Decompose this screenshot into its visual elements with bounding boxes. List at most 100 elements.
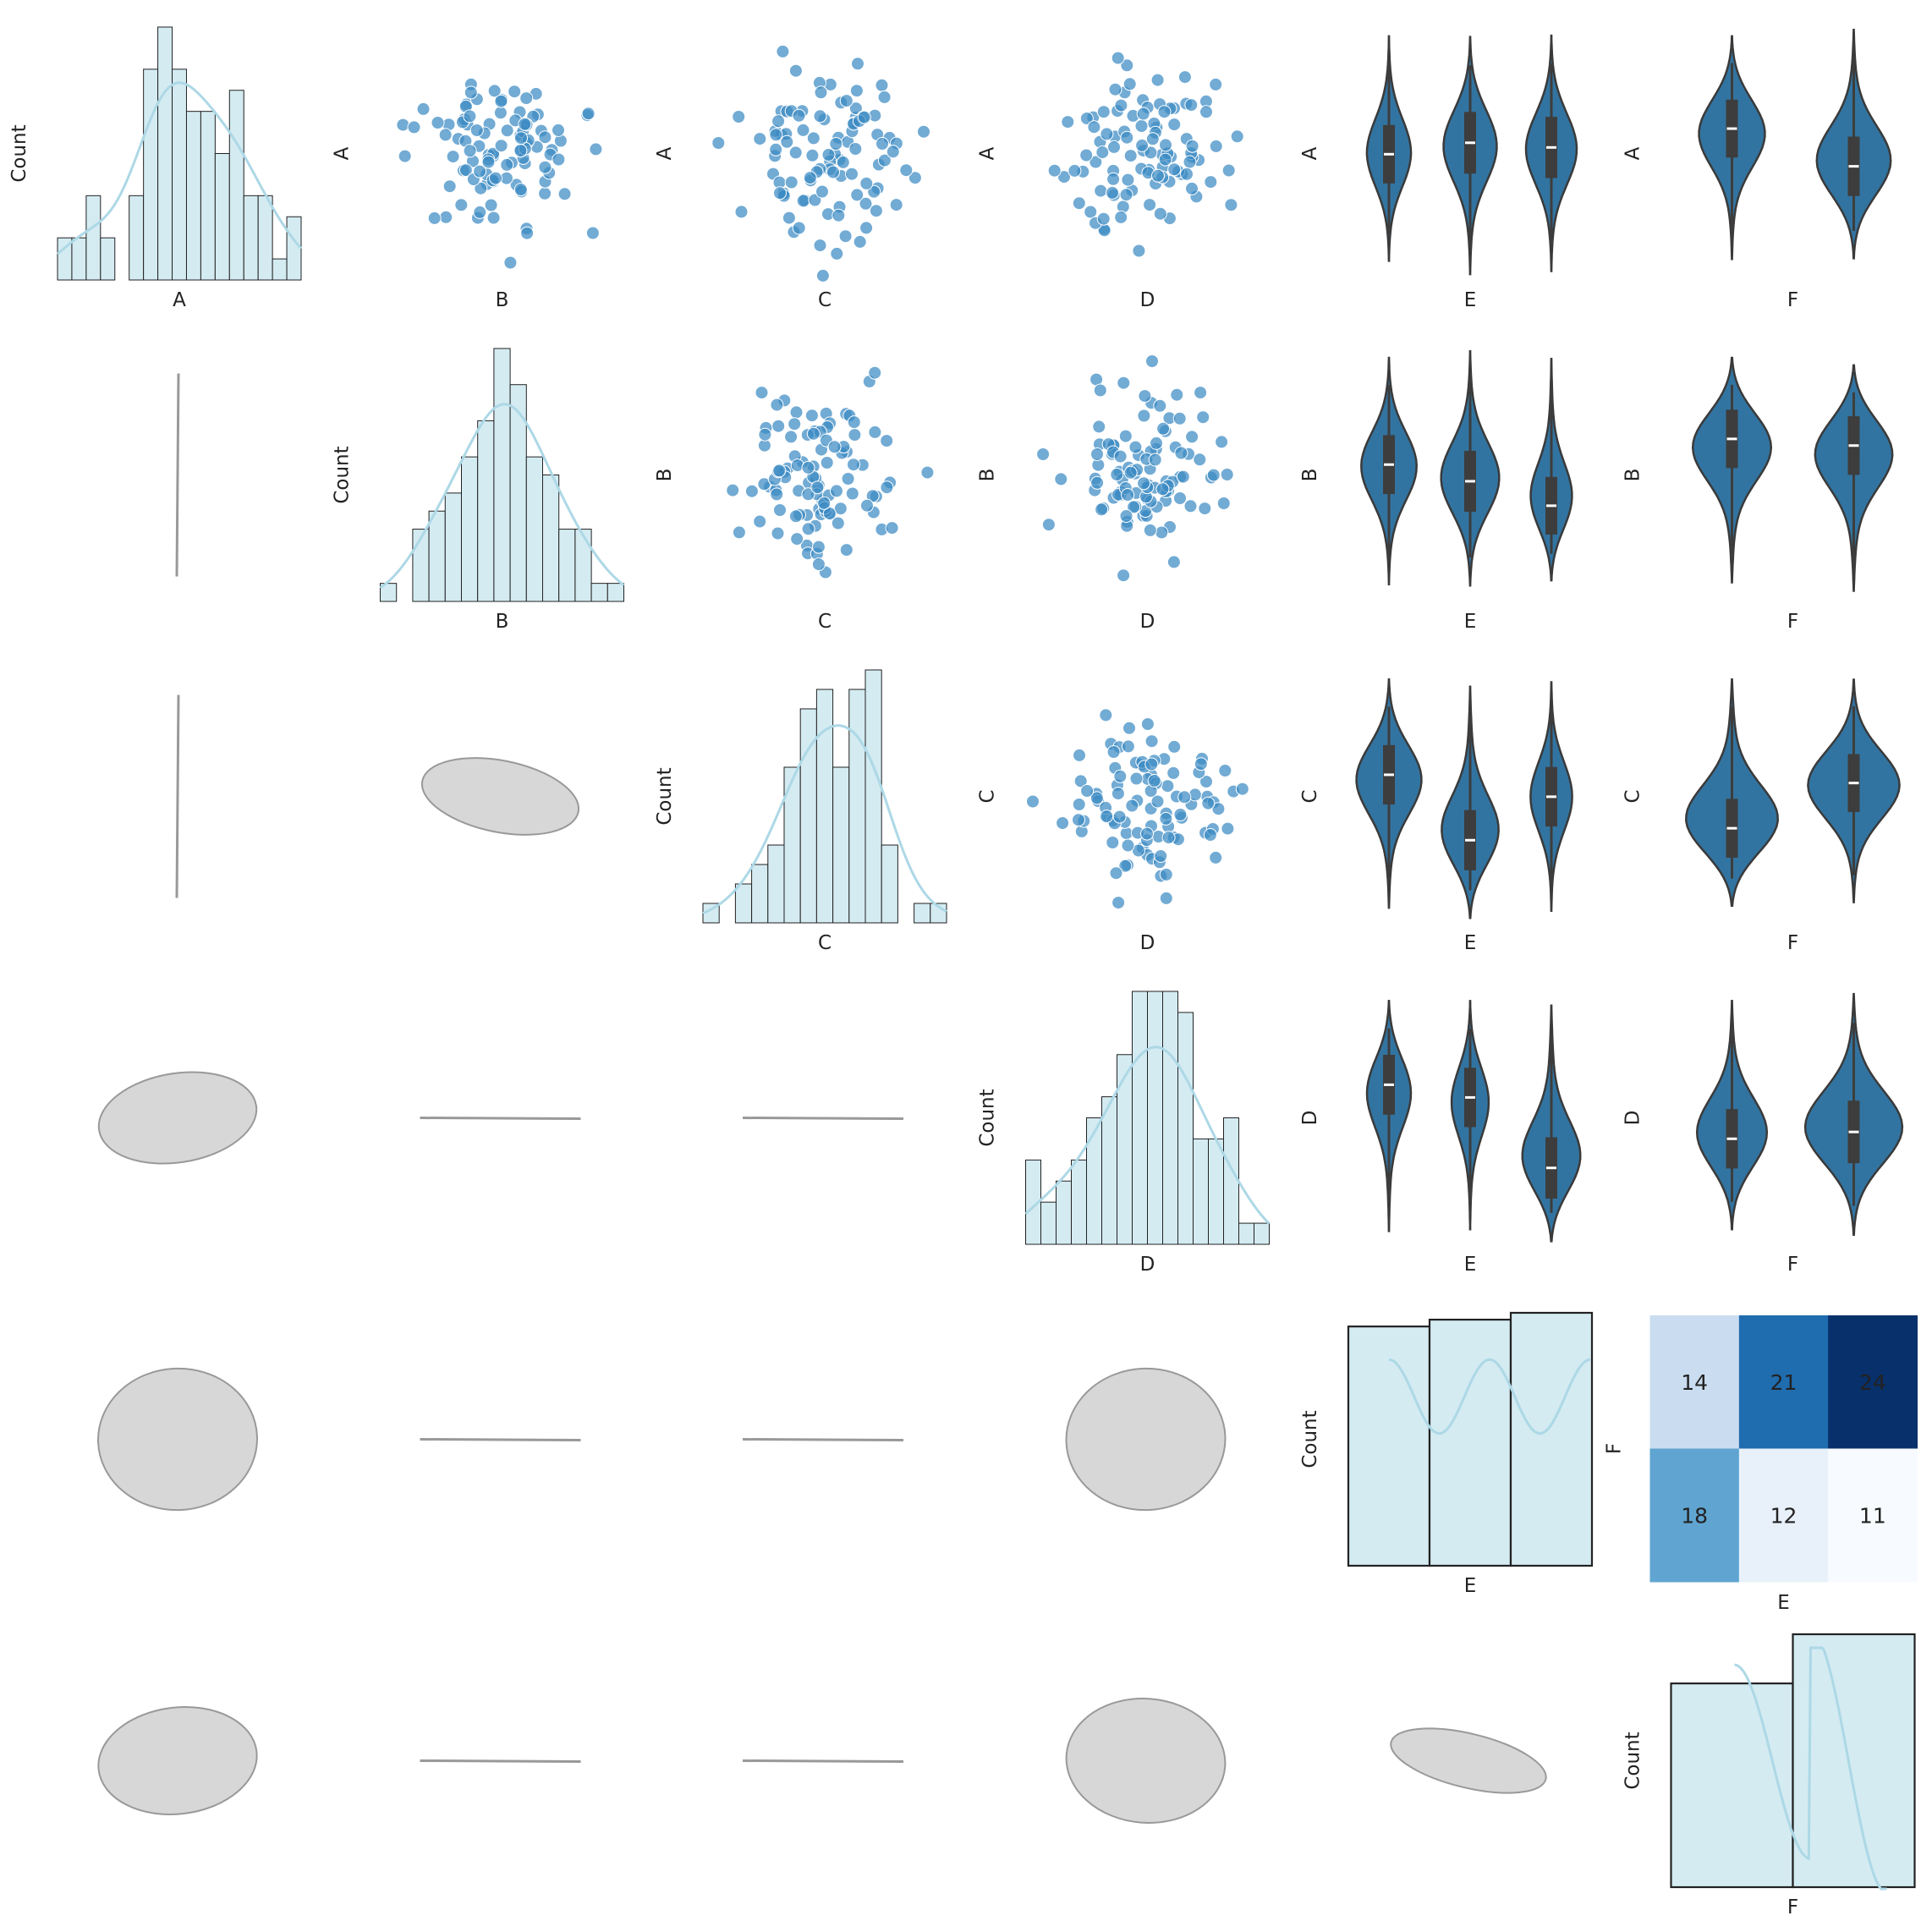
kde-curve <box>1734 1646 1887 1891</box>
scatter-point <box>1143 198 1157 212</box>
scatter-point <box>711 136 726 150</box>
scatter-point <box>1161 779 1175 793</box>
y-axis-label: Count <box>1622 1732 1644 1789</box>
heatmap-cell <box>1738 1315 1829 1449</box>
scatter-point <box>1159 811 1173 826</box>
scatter-point <box>1084 205 1098 219</box>
scatter-point <box>1145 132 1160 146</box>
correlation-ellipse <box>1065 1367 1227 1512</box>
scatter-point <box>473 205 487 219</box>
heatmap-cell <box>1738 1448 1829 1583</box>
histogram-bar <box>214 153 230 281</box>
scatter-point <box>845 486 859 501</box>
scatter-point <box>518 117 532 131</box>
scatter-point <box>1203 828 1217 842</box>
scatter-point <box>487 84 502 98</box>
x-axis-label: F <box>1787 932 1798 954</box>
histogram-bar <box>444 492 462 602</box>
scatter-point <box>1026 794 1040 809</box>
scatter-point <box>1080 784 1095 798</box>
scatter-point <box>1147 774 1161 788</box>
histogram-bar <box>493 348 511 602</box>
scatter-point <box>788 145 803 160</box>
pair-cell-E-F: 14 21 24 18 12 11 E F <box>1604 1315 1918 1614</box>
histogram-bar <box>590 583 608 602</box>
histogram-bar <box>428 510 446 602</box>
scatter-point <box>1173 808 1188 821</box>
scatter-point <box>1220 468 1234 481</box>
pair-cell-C-C: C Count <box>654 669 947 954</box>
scatter-point <box>1209 77 1223 91</box>
scatter-point <box>1121 739 1135 754</box>
pair-cell-F-A <box>97 1705 258 1816</box>
scatter-point <box>1118 429 1133 443</box>
correlation-ellipse <box>97 1367 258 1512</box>
heatmap-cell <box>1649 1315 1740 1449</box>
correlation-ellipse <box>1065 1698 1227 1824</box>
histogram-bar <box>129 195 145 281</box>
histogram-bar <box>1040 1201 1057 1245</box>
scatter-point <box>820 456 834 469</box>
scatter-point <box>1158 152 1172 167</box>
scatter-point <box>1137 409 1151 423</box>
pair-cell-F-F: F Count <box>1622 1633 1916 1918</box>
scatter-point <box>1047 163 1062 178</box>
scatter-point <box>1159 891 1173 905</box>
scatter-point <box>851 57 864 71</box>
histogram-bar <box>864 669 882 924</box>
pair-cell-B-B: B Count <box>332 348 625 633</box>
scatter-point <box>831 516 845 530</box>
scatter-point <box>538 130 552 145</box>
scatter-point <box>789 405 804 420</box>
kde-curve <box>1388 1358 1591 1435</box>
scatter-point <box>1183 499 1198 513</box>
scatter-point <box>827 440 842 454</box>
scatter-point <box>1129 771 1144 786</box>
pair-cell-F-E <box>1390 1727 1547 1794</box>
scatter-point <box>801 487 815 502</box>
scatter-point <box>773 186 787 200</box>
histogram-bar <box>157 26 173 281</box>
scatter-point <box>1120 58 1134 73</box>
histogram-bar <box>185 111 201 281</box>
scatter-point <box>1113 449 1128 464</box>
x-axis-label: B <box>496 289 509 311</box>
scatter-point <box>513 144 528 158</box>
scatter-point <box>1166 766 1181 780</box>
scatter-point <box>826 165 840 179</box>
x-axis-label: E <box>1464 289 1477 311</box>
scatter-point <box>1177 70 1192 85</box>
histogram-bar <box>1056 1180 1072 1245</box>
scatter-point <box>755 386 769 400</box>
scatter-point <box>732 110 746 123</box>
scatter-point <box>769 142 783 156</box>
scatter-point <box>464 85 478 100</box>
histogram-bar <box>1071 1159 1087 1245</box>
scatter-point <box>1111 787 1125 801</box>
scatter-point <box>1143 523 1157 537</box>
scatter-point <box>396 118 410 132</box>
scatter-point <box>821 148 836 162</box>
histogram-bar <box>1101 1096 1117 1245</box>
scatter-point <box>442 179 457 194</box>
scatter-point <box>398 149 412 163</box>
scatter-point <box>416 102 431 116</box>
x-axis-label: F <box>1787 1896 1798 1918</box>
heatmap-value: 12 <box>1770 1503 1798 1528</box>
histogram-bar <box>606 583 624 602</box>
scatter-point <box>1109 866 1123 881</box>
scatter-point <box>1151 168 1165 183</box>
heatmap-value: 18 <box>1681 1503 1708 1528</box>
y-axis-label: A <box>332 146 354 160</box>
heatmap-cell <box>1828 1315 1918 1449</box>
scatter-point <box>500 123 514 138</box>
scatter-point <box>1112 810 1127 824</box>
histogram-bar <box>1509 1311 1594 1567</box>
scatter-point <box>796 123 810 137</box>
histogram-bar <box>286 216 302 281</box>
scatter-point <box>1215 435 1229 449</box>
pair-cell-F-B <box>420 1759 581 1763</box>
pair-cell-D-F: FD <box>1622 992 1904 1276</box>
scatter-point <box>822 507 837 521</box>
